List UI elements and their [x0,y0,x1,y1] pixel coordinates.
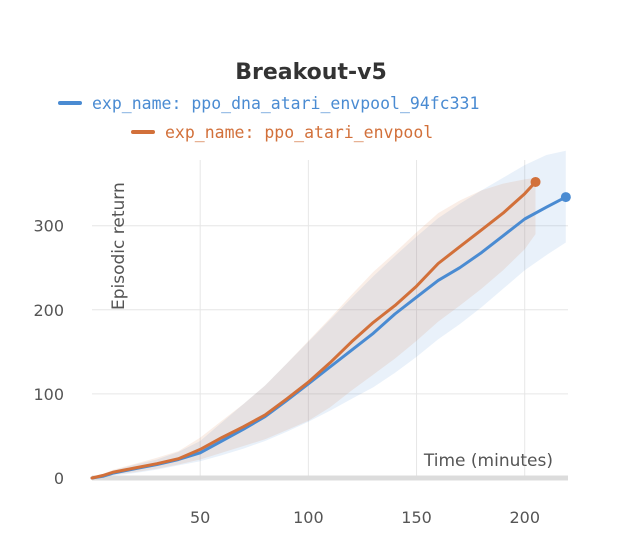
legend-entry-2[interactable]: exp_name: ppo_atari_envpool [131,123,433,142]
legend: exp_name: ppo_dna_atari_envpool_94fc331 … [58,94,479,142]
x-axis-label: Time (minutes) [423,451,553,471]
grid [92,160,568,481]
legend-label-2: exp_name: ppo_atari_envpool [165,123,433,142]
confidence-bands [92,150,566,479]
legend-entry-1[interactable]: exp_name: ppo_dna_atari_envpool_94fc331 [58,94,479,113]
band-series-1 [92,150,566,479]
y-axis-ticks: 0 100 200 300 [33,217,64,488]
series-endpoints [530,176,571,203]
y-tick-label-1: 0 [54,469,64,488]
series-lines [90,180,568,480]
x-tick-label-3: 150 [401,508,432,527]
x-axis-ticks: 50 100 150 200 [190,508,540,527]
endpoint-series-2[interactable] [530,176,541,187]
x-tick-label-4: 200 [509,508,540,527]
y-tick-label-2: 100 [33,385,64,404]
chart-title: Breakout-v5 [235,60,387,85]
y-tick-label-3: 200 [33,301,64,320]
x-tick-label-2: 100 [293,508,324,527]
y-axis-label: Episodic return [109,182,129,310]
endpoint-series-1[interactable] [560,192,571,203]
x-tick-label-1: 50 [190,508,210,527]
line-series-2[interactable] [90,180,537,480]
legend-label-1: exp_name: ppo_dna_atari_envpool_94fc331 [92,94,479,113]
band-series-2 [92,177,536,479]
y-tick-label-4: 300 [33,217,64,236]
